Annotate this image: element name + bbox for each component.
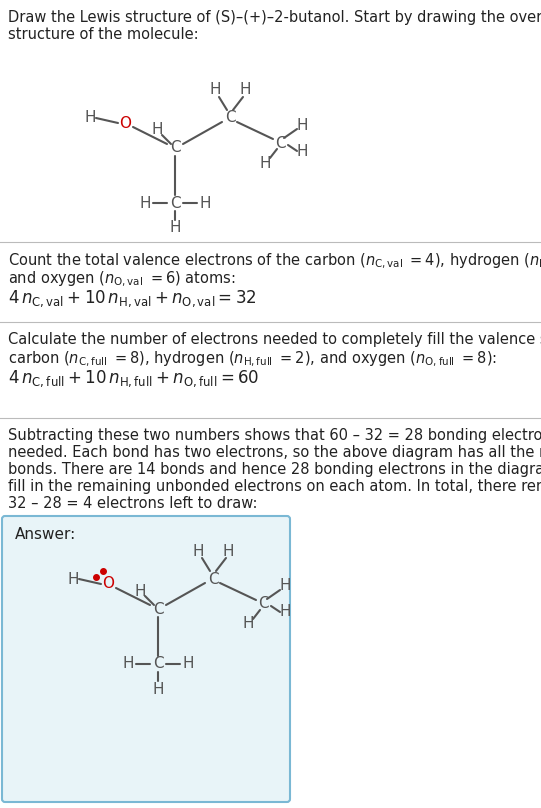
Text: C: C: [170, 196, 180, 211]
Text: $4\,n_{\mathrm{C,full}} + 10\,n_{\mathrm{H,full}} + n_{\mathrm{O,full}} = 60$: $4\,n_{\mathrm{C,full}} + 10\,n_{\mathrm…: [8, 368, 259, 389]
Text: C: C: [153, 601, 163, 617]
Text: fill in the remaining unbonded electrons on each atom. In total, there remain: fill in the remaining unbonded electrons…: [8, 479, 541, 494]
Text: C: C: [225, 111, 235, 125]
Text: H: H: [222, 544, 234, 558]
Text: H: H: [279, 579, 291, 594]
Text: H: H: [169, 221, 181, 235]
Text: H: H: [151, 123, 163, 137]
Text: O: O: [119, 116, 131, 131]
Text: H: H: [279, 604, 291, 620]
Text: C: C: [208, 571, 219, 587]
Text: Answer:: Answer:: [15, 527, 76, 542]
Text: needed. Each bond has two electrons, so the above diagram has all the necessary: needed. Each bond has two electrons, so …: [8, 445, 541, 460]
Text: Draw the Lewis structure of (S)–(+)–2-butanol. Start by drawing the overall: Draw the Lewis structure of (S)–(+)–2-bu…: [8, 10, 541, 25]
Text: C: C: [170, 141, 180, 155]
Text: H: H: [192, 544, 204, 558]
Text: $4\,n_{\mathrm{C,val}} + 10\,n_{\mathrm{H,val}} + n_{\mathrm{O,val}} = 32$: $4\,n_{\mathrm{C,val}} + 10\,n_{\mathrm{…: [8, 288, 257, 309]
Text: H: H: [296, 144, 308, 158]
Text: O: O: [102, 576, 114, 591]
Text: C: C: [275, 136, 285, 150]
Text: H: H: [296, 117, 308, 133]
FancyBboxPatch shape: [2, 516, 290, 802]
Text: H: H: [239, 82, 250, 98]
Text: structure of the molecule:: structure of the molecule:: [8, 27, 199, 42]
Text: Calculate the number of electrons needed to completely fill the valence shells f: Calculate the number of electrons needed…: [8, 332, 541, 347]
Text: H: H: [122, 656, 134, 671]
Text: 32 – 28 = 4 electrons left to draw:: 32 – 28 = 4 electrons left to draw:: [8, 496, 258, 511]
Text: H: H: [67, 571, 79, 587]
Text: H: H: [242, 617, 254, 632]
Text: and oxygen ($n_{\mathrm{O,val}}$ $= 6$) atoms:: and oxygen ($n_{\mathrm{O,val}}$ $= 6$) …: [8, 270, 235, 289]
Text: H: H: [84, 111, 96, 125]
Text: H: H: [134, 583, 146, 599]
Text: C: C: [258, 596, 268, 612]
Text: bonds. There are 14 bonds and hence 28 bonding electrons in the diagram. Lastly,: bonds. There are 14 bonds and hence 28 b…: [8, 462, 541, 477]
Text: H: H: [209, 82, 221, 98]
Text: H: H: [182, 656, 194, 671]
Text: H: H: [139, 196, 151, 211]
Text: C: C: [153, 656, 163, 671]
Text: carbon ($n_{\mathrm{C,full}}$ $= 8$), hydrogen ($n_{\mathrm{H,full}}$ $= 2$), an: carbon ($n_{\mathrm{C,full}}$ $= 8$), hy…: [8, 350, 497, 369]
Text: Count the total valence electrons of the carbon ($n_{\mathrm{C,val}}$ $= 4$), hy: Count the total valence electrons of the…: [8, 252, 541, 271]
Text: H: H: [199, 196, 211, 211]
Text: H: H: [152, 681, 164, 696]
Text: Subtracting these two numbers shows that 60 – 32 = 28 bonding electrons are: Subtracting these two numbers shows that…: [8, 428, 541, 443]
Text: H: H: [259, 155, 270, 170]
